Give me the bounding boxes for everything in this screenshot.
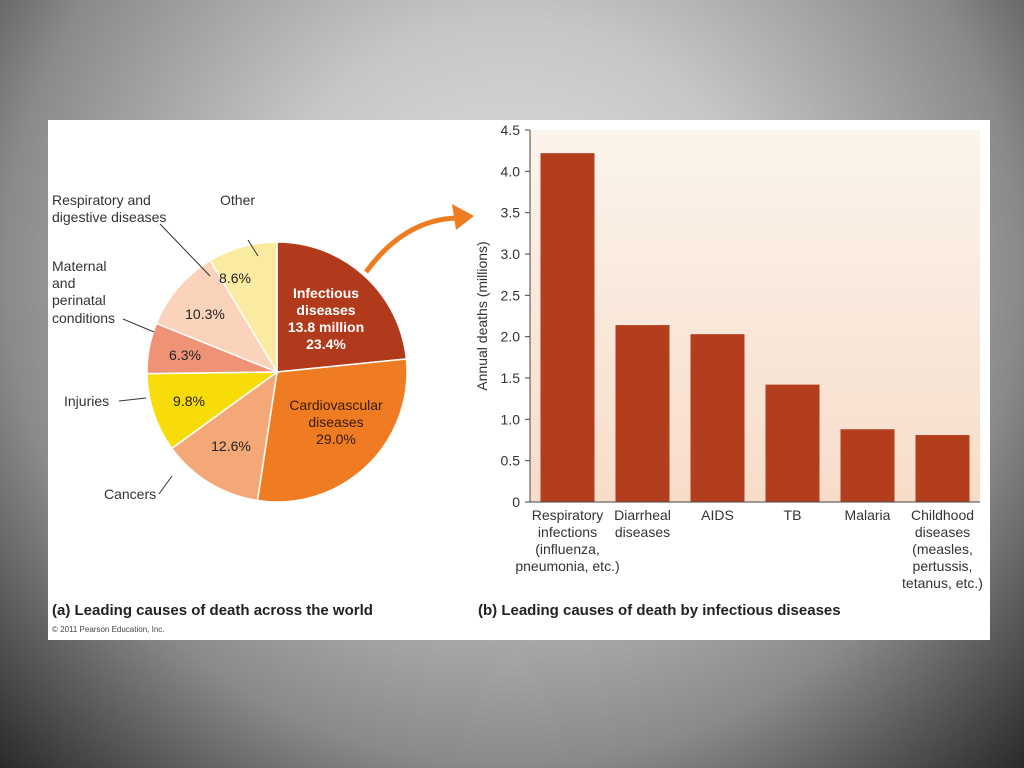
x-tick-label: (influenza, bbox=[535, 541, 600, 557]
x-tick-label: diseases bbox=[615, 524, 670, 540]
x-tick-label: tetanus, etc.) bbox=[902, 575, 983, 591]
pie-label-mat-3: perinatal bbox=[52, 292, 106, 308]
curved-arrow bbox=[363, 204, 474, 274]
pie-label-mat-4: conditions bbox=[52, 310, 115, 326]
x-tick-label: diseases bbox=[915, 524, 970, 540]
bar bbox=[840, 429, 895, 502]
pie-cardio-line2: diseases bbox=[308, 414, 363, 430]
x-tick-label: AIDS bbox=[701, 507, 734, 523]
x-tick-label: Malaria bbox=[845, 507, 891, 523]
bar bbox=[765, 384, 820, 502]
y-tick-label: 2.0 bbox=[501, 329, 521, 345]
bar bbox=[690, 334, 745, 502]
leader-cancers bbox=[158, 475, 173, 495]
leader-resp bbox=[159, 223, 211, 277]
leader-maternal bbox=[122, 318, 155, 333]
pie-infectious-line4: 23.4% bbox=[306, 336, 346, 352]
x-tick-label: pneumonia, etc.) bbox=[515, 558, 619, 574]
pie-label-mat-1: Maternal bbox=[52, 258, 106, 274]
pie-pct-injuries: 9.8% bbox=[173, 393, 205, 409]
x-tick-label: TB bbox=[784, 507, 802, 523]
y-tick-label: 2.5 bbox=[501, 287, 521, 303]
pie-infectious-line3: 13.8 million bbox=[288, 319, 364, 335]
y-tick-label: 3.0 bbox=[501, 246, 521, 262]
pie-infectious-line2: diseases bbox=[296, 302, 355, 318]
figure-svg: 8.6% 10.3% 6.3% 9.8% 12.6% Infectious di… bbox=[52, 122, 983, 634]
x-tick-label: pertussis, bbox=[913, 558, 973, 574]
pie-label-resp-1: Respiratory and bbox=[52, 192, 151, 208]
bar-chart bbox=[540, 153, 970, 502]
pie-slice-cardiovascular bbox=[256, 358, 408, 503]
pie-infectious-line1: Infectious bbox=[293, 285, 359, 301]
y-tick-label: 4.0 bbox=[501, 163, 521, 179]
pie-slice-other bbox=[209, 241, 278, 375]
copyright: © 2011 Pearson Education, Inc. bbox=[52, 625, 164, 634]
bar bbox=[615, 325, 670, 502]
x-tick-label: Childhood bbox=[911, 507, 974, 523]
x-tick-label: infections bbox=[538, 524, 597, 540]
x-tick-label: Respiratory bbox=[532, 507, 604, 523]
pie-cardio-line1: Cardiovascular bbox=[289, 397, 383, 413]
y-axis: 0 0.5 1.0 1.5 2.0 2.5 3.0 3.5 4.0 4.5 bbox=[501, 122, 980, 510]
pie-label-other: Other bbox=[220, 192, 255, 208]
pie-label-resp-2: digestive diseases bbox=[52, 209, 166, 225]
x-axis: Respiratoryinfections(influenza,pneumoni… bbox=[515, 507, 983, 591]
pie-cardio-line3: 29.0% bbox=[316, 431, 356, 447]
pie-slice-respiratory-digestive bbox=[155, 259, 279, 374]
pie-chart bbox=[146, 241, 408, 503]
pie-pct-resp: 10.3% bbox=[185, 306, 225, 322]
pie-label-mat-2: and bbox=[52, 275, 75, 291]
leader-injuries bbox=[118, 397, 147, 402]
y-tick-label: 1.0 bbox=[501, 411, 521, 427]
pie-pct-cancers: 12.6% bbox=[211, 438, 251, 454]
bar-caption: (b) Leading causes of death by infectiou… bbox=[478, 602, 841, 619]
y-tick-label: 0.5 bbox=[501, 453, 521, 469]
pie-label-injuries: Injuries bbox=[64, 393, 109, 409]
y-tick-label: 3.5 bbox=[501, 205, 521, 221]
leader-other bbox=[247, 239, 259, 257]
pie-label-cancers: Cancers bbox=[104, 486, 156, 502]
y-axis-label: Annual deaths (millions) bbox=[474, 241, 490, 390]
y-tick-label: 0 bbox=[512, 494, 520, 510]
pie-caption: (a) Leading causes of death across the w… bbox=[52, 602, 373, 619]
y-tick-label: 4.5 bbox=[501, 122, 521, 138]
figure-panel: 8.6% 10.3% 6.3% 9.8% 12.6% Infectious di… bbox=[48, 120, 990, 640]
plot-area bbox=[530, 130, 980, 502]
pie-pct-other: 8.6% bbox=[219, 270, 251, 286]
bar bbox=[540, 153, 595, 502]
pie-slice-cancers bbox=[170, 370, 279, 502]
pie-pct-maternal: 6.3% bbox=[169, 347, 201, 363]
y-tick-label: 1.5 bbox=[501, 370, 521, 386]
pie-slice-injuries bbox=[146, 371, 280, 450]
pie-slice-infectious bbox=[276, 241, 408, 373]
x-tick-label: Diarrheal bbox=[614, 507, 671, 523]
x-tick-label: (measles, bbox=[912, 541, 973, 557]
bar bbox=[915, 435, 970, 502]
